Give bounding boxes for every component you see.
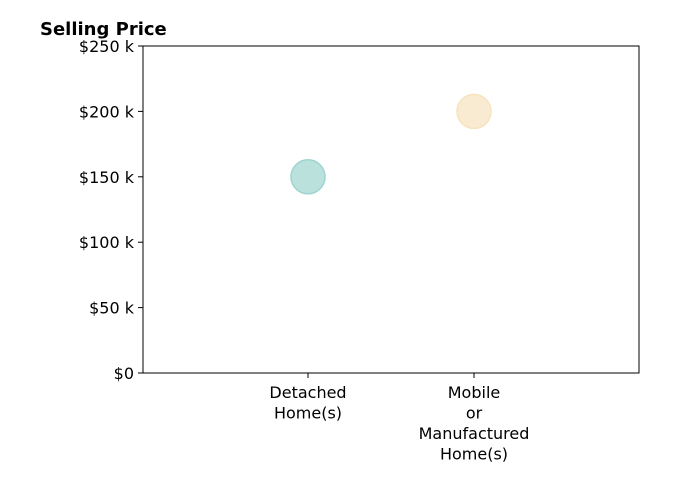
x-tick-label: Detached Home(s) bbox=[269, 383, 346, 423]
x-tick-label: Mobile or Manufactured Home(s) bbox=[419, 383, 530, 464]
chart-title: Selling Price bbox=[40, 19, 167, 40]
y-axis: $0 $50 k $100 k $150 k $200 k $250 k bbox=[79, 37, 143, 383]
data-point bbox=[456, 93, 492, 130]
y-tick-label: $0 bbox=[114, 364, 134, 383]
y-tick-label: $100 k bbox=[79, 233, 135, 252]
y-tick-label: $50 k bbox=[89, 299, 135, 318]
x-axis: Detached Home(s) Mobile or Manufactured Home(… bbox=[269, 373, 529, 464]
data-points bbox=[290, 93, 492, 195]
data-point bbox=[290, 159, 326, 195]
y-tick-label: $150 k bbox=[79, 168, 135, 187]
plot-frame bbox=[142, 45, 640, 374]
y-tick-label: $250 k bbox=[79, 37, 135, 56]
y-tick-label: $200 k bbox=[79, 102, 135, 121]
